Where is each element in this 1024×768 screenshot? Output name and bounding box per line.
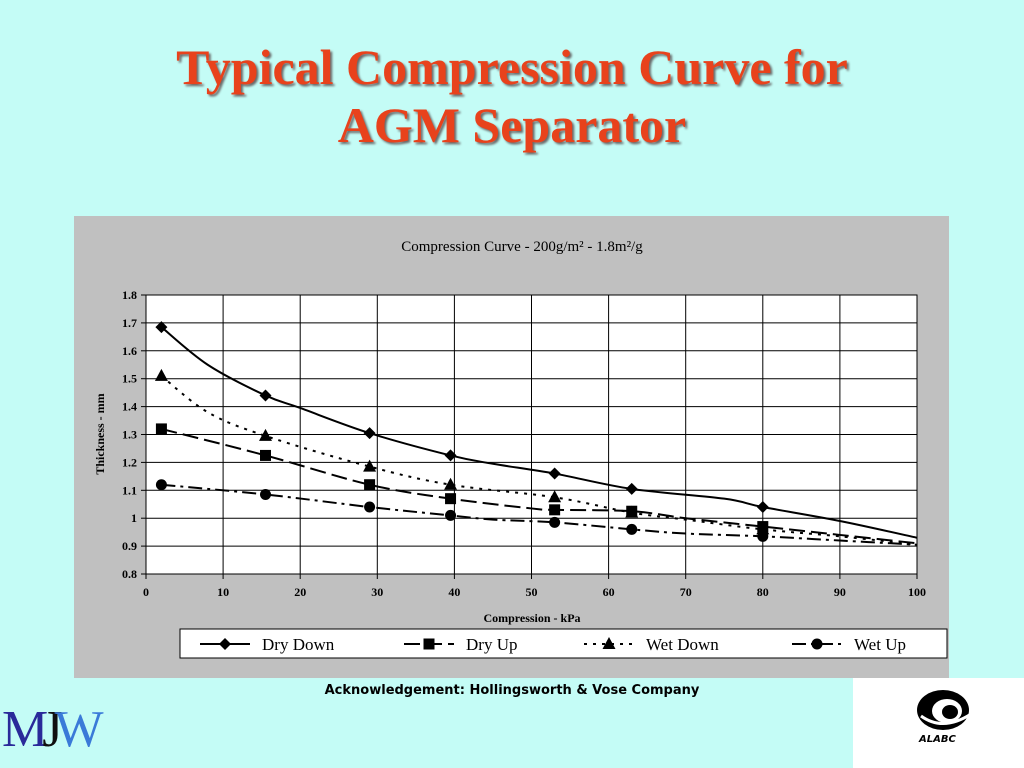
y-tick-label: 1.8 (122, 288, 137, 302)
series-line-dry-up (161, 427, 918, 545)
data-point-wet-up (155, 479, 167, 491)
legend-entry-wet-down: Wet Down (584, 635, 719, 654)
compression-chart: 0 10 20 30 40 50 60 70 80 90 100 0.8 0.9 1 1.1 1.2 1.3 1.… (93, 239, 948, 659)
legend-label: Dry Up (466, 635, 517, 654)
grid-lines (141, 294, 918, 579)
y-tick-label: 1.1 (122, 483, 137, 497)
legend-swatch-marker (811, 638, 823, 650)
data-point-wet-down (363, 459, 377, 472)
chart-title: Compression Curve - 200g/m² - 1.8m²/g (401, 239, 643, 255)
slide-title-line-2: AGM Separator (337, 97, 687, 153)
y-tick-label: 1.6 (122, 344, 137, 358)
y-tick-label: 1.7 (122, 316, 137, 330)
y-tick-label: 1.3 (122, 428, 137, 442)
data-point-wet-up (757, 530, 769, 542)
x-tick-label: 100 (908, 585, 926, 599)
data-point-dry-up (445, 493, 457, 505)
data-point-wet-up (364, 501, 376, 513)
y-tick-label: 1.5 (122, 372, 137, 386)
x-tick-label: 50 (526, 585, 538, 599)
slide-title-line-1: Typical Compression Curve for (176, 39, 848, 95)
data-point-dry-up (549, 504, 561, 516)
data-point-dry-up (364, 479, 376, 491)
x-axis-label: Compression - kPa (483, 611, 580, 625)
series-line-wet-up (161, 483, 918, 546)
legend-entry-dry-down: Dry Down (200, 635, 335, 654)
data-point-dry-up (260, 449, 272, 461)
mjw-logo: MJW (2, 700, 104, 760)
data-point-dry-down (548, 467, 561, 480)
y-tick-label: 1.4 (122, 400, 137, 414)
data-point-wet-down (756, 522, 770, 535)
data-point-dry-down (756, 501, 769, 514)
legend: Dry Down Dry Up Wet Down Wet Up (179, 628, 948, 659)
data-point-wet-down (154, 368, 168, 381)
legend-label: Wet Down (646, 635, 719, 654)
legend-entry-wet-up: Wet Up (792, 635, 906, 654)
data-point-wet-down (259, 428, 273, 441)
y-tick-label: 1 (131, 511, 137, 525)
x-tick-label: 90 (834, 585, 846, 599)
x-tick-label: 60 (603, 585, 615, 599)
chart-panel: 0 10 20 30 40 50 60 70 80 90 100 0.8 0.9 1 1.1 1.2 1.3 1.… (74, 216, 949, 678)
x-tick-label: 70 (680, 585, 692, 599)
slide-title: Typical Compression Curve for AGM Separa… (0, 38, 1024, 154)
mjw-logo-w: W (54, 701, 104, 758)
legend-entry-dry-up: Dry Up (404, 635, 517, 654)
x-tick-label: 10 (217, 585, 229, 599)
series-dry-down (155, 321, 918, 539)
series-layer (154, 321, 918, 546)
legend-label: Wet Up (854, 635, 906, 654)
y-tick-label: 0.8 (122, 567, 137, 581)
x-tick-label: 40 (448, 585, 460, 599)
data-point-wet-down (548, 490, 562, 503)
acknowledgement: Acknowledgement: Hollingsworth & Vose Co… (324, 683, 700, 698)
series-wet-up (155, 479, 918, 546)
alabc-text: ALABC (919, 734, 956, 745)
data-point-dry-down (363, 427, 376, 440)
series-line-wet-down (160, 375, 918, 546)
data-point-dry-down (444, 449, 457, 462)
data-point-wet-up (260, 488, 272, 500)
data-point-dry-down (155, 321, 168, 334)
data-point-dry-down (259, 389, 272, 402)
alabc-swirl-icon (917, 690, 972, 730)
data-point-wet-up (626, 523, 638, 535)
alabc-logo: ALABC (853, 678, 1024, 768)
data-point-dry-down (625, 482, 638, 495)
x-tick-label: 20 (294, 585, 306, 599)
x-tick-label: 80 (757, 585, 769, 599)
mjw-logo-m: M (2, 701, 49, 758)
data-point-wet-down (444, 477, 458, 490)
legend-swatch-marker (219, 638, 231, 650)
data-point-wet-down (625, 505, 639, 518)
x-tick-label: 0 (143, 585, 149, 599)
y-tick-label: 0.9 (122, 539, 137, 553)
data-point-wet-up (549, 516, 561, 528)
legend-swatch-marker (423, 638, 435, 650)
legend-swatch-marker (602, 637, 616, 649)
x-tick-label: 30 (371, 585, 383, 599)
data-point-wet-up (445, 509, 457, 521)
y-tick-label: 1.2 (122, 455, 137, 469)
data-point-dry-up (155, 423, 167, 435)
series-wet-down (154, 368, 918, 546)
tick-labels: 0 10 20 30 40 50 60 70 80 90 100 0.8 0.9 1 1.1 1.2 1.3 1.… (122, 288, 926, 599)
legend-label: Dry Down (262, 635, 335, 654)
mjw-logo-j: J (42, 701, 63, 758)
y-axis-label: Thickness - mm (93, 393, 107, 474)
